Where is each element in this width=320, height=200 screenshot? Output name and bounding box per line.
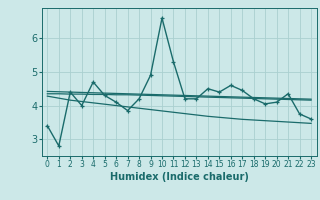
X-axis label: Humidex (Indice chaleur): Humidex (Indice chaleur) <box>110 172 249 182</box>
